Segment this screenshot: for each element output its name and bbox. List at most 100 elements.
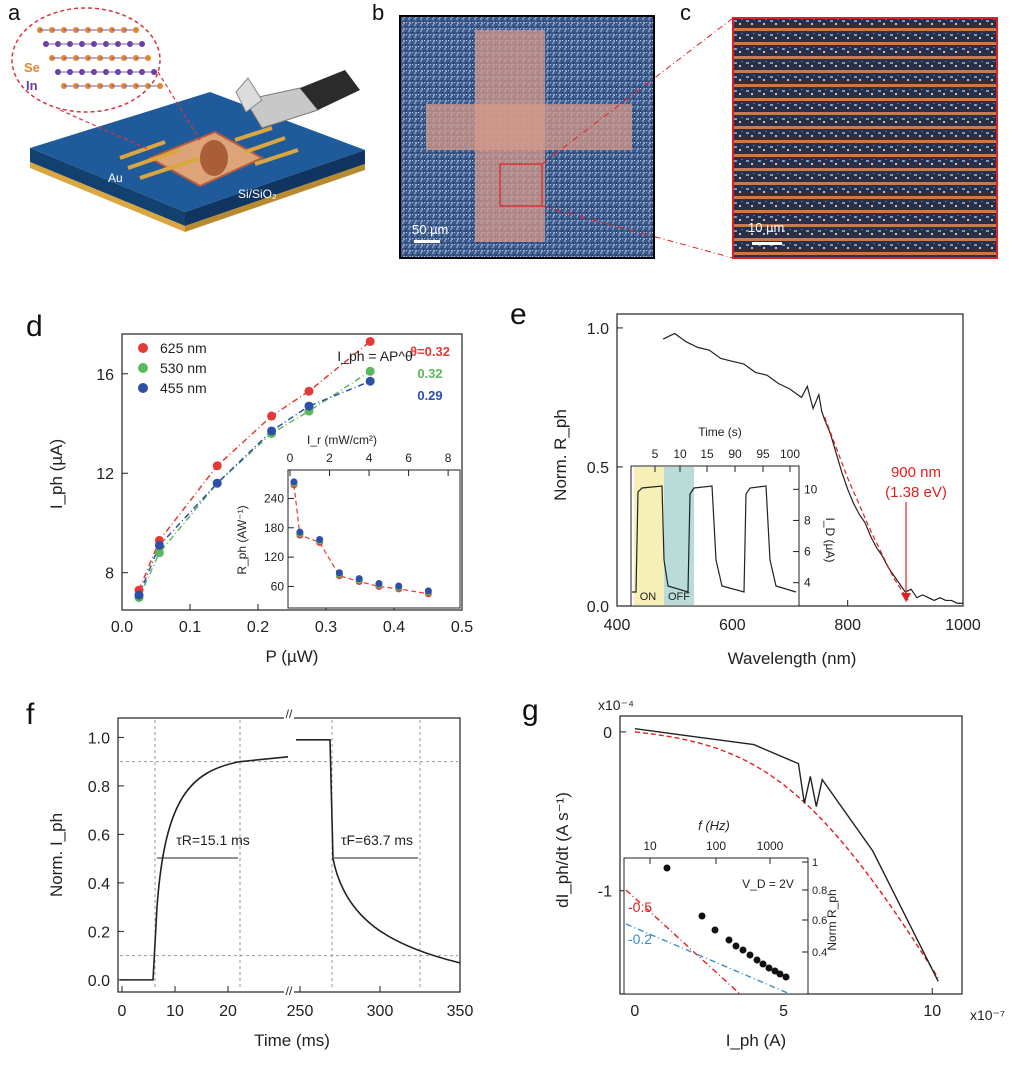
chart-g-inset-xtick-label: 10 <box>643 839 657 853</box>
chart-d-xtick-label: 0.4 <box>383 619 405 636</box>
chart-d-inset-xtick-label: 4 <box>366 451 373 465</box>
chart-g-inset-ytick-label: 1 <box>812 857 818 869</box>
chart-g-inset-point <box>782 973 790 981</box>
chart-d-xlabel: P (µW) <box>266 647 319 666</box>
chart-f-ylabel: Norm. I_ph <box>47 813 66 897</box>
chart-d-point <box>304 386 314 396</box>
au-label: Au <box>108 171 123 185</box>
chart-f-axis-break-bottom <box>284 986 294 996</box>
chart-d-inset-point <box>335 569 343 577</box>
chart-g-inset-ytick-label: 0.6 <box>812 915 827 927</box>
chart-d-legend-marker <box>138 383 148 393</box>
chart-d-frame <box>121 333 463 611</box>
in-label: In <box>26 78 38 93</box>
chart-g-inset-ytick-label: 0.8 <box>812 885 827 897</box>
chart-g-inset-point <box>753 956 761 964</box>
lattice-atom <box>139 41 145 47</box>
chart-d-point <box>134 590 144 600</box>
chart-e-xtick-label: 400 <box>604 617 631 634</box>
lattice-atom <box>151 69 157 75</box>
panel-letter-f: f <box>26 698 35 731</box>
chart-g-inset-point <box>698 912 706 920</box>
chart-e-spectrum-line <box>662 332 963 604</box>
chart-g-fit-line <box>634 731 939 979</box>
chart-g-inset-slope-blue <box>625 923 791 995</box>
chart-e-annotation-wavelength: 900 nm <box>891 464 941 481</box>
chart-d-legend-label: 530 nm <box>160 360 207 376</box>
chart-e-xtick-label: 600 <box>719 617 746 634</box>
chart-d-fit-625 nm <box>138 340 371 591</box>
chart-d: 0.0 0.1 0.2 0.3 0.4 0.5 8 12 16 625 nm θ=0.32 530 … <box>47 333 473 666</box>
scalebar-b-label: 50 µm <box>412 222 448 237</box>
chart-d-inset-ytick-label: 60 <box>271 579 285 593</box>
chart-d-inset-ytick-label: 180 <box>264 521 284 535</box>
chart-d-legend-marker <box>138 363 148 373</box>
chart-d-ytick-label: 8 <box>105 566 114 583</box>
chart-e-xlabel: Wavelength (nm) <box>728 649 857 668</box>
scalebar-c <box>752 242 782 245</box>
chart-g-inset-point <box>746 951 754 959</box>
chart-g-y-multiplier: x10⁻⁴ <box>598 697 634 713</box>
chart-d-inset-xtick-label: 2 <box>326 451 333 465</box>
chart-e-ytick-label: 0.0 <box>587 599 609 616</box>
chart-d-theta-label: 0.29 <box>417 388 442 403</box>
chart-g-xtick-label: 10 <box>923 1003 941 1020</box>
chart-d-point <box>304 401 314 411</box>
panel-letter-a: a <box>8 0 21 25</box>
lattice-atom <box>133 27 139 33</box>
chart-d-point <box>365 376 375 386</box>
chart-e-ylabel: Norm. R_ph <box>551 409 570 501</box>
chart-d-inset-ylabel: R_ph (AW⁻¹) <box>235 505 249 574</box>
chart-e-fit-line <box>824 416 909 601</box>
chart-f-axis-break-top-mark: // <box>286 707 293 721</box>
chart-g-xtick-label: 0 <box>630 1003 639 1020</box>
scalebar-b <box>414 240 440 243</box>
chart-d-point <box>365 336 375 346</box>
chart-f-ytick-label: 0.8 <box>88 779 110 796</box>
chart-f-xtick-label: 20 <box>219 1003 237 1020</box>
chart-g-xlabel: I_ph (A) <box>726 1031 786 1050</box>
panel-letter-d: d <box>26 310 43 343</box>
chart-d-inset-point <box>424 587 432 595</box>
chart-g-slope-blue: -0.2 <box>628 931 652 947</box>
chart-d-inset-xtick-label: 6 <box>405 451 412 465</box>
chart-e-inset-ytick-label: 10 <box>804 482 818 496</box>
chart-d-ytick-label: 12 <box>96 466 114 483</box>
chart-g-ytick-label: 0 <box>603 725 612 742</box>
chart-g-inset-point <box>776 970 784 978</box>
chart-d-inset-point <box>375 580 383 588</box>
chart-f-xtick-label: 0 <box>118 1003 127 1020</box>
lattice-atom <box>145 55 151 61</box>
chart-d-point <box>154 548 164 558</box>
chart-g-inset-point <box>711 926 719 934</box>
chart-e-ytick-label: 1.0 <box>587 321 609 338</box>
chart-d-legend-label: 625 nm <box>160 340 207 356</box>
lattice-atom <box>157 83 163 89</box>
chart-e-arrowhead <box>901 593 911 602</box>
chart-d-point <box>154 540 164 550</box>
chart-e-annotation-energy: (1.38 eV) <box>885 484 947 501</box>
chart-d-inset-xtick-label: 0 <box>287 451 294 465</box>
chart-g-data-line <box>634 728 939 982</box>
chart-e-inset-xtick-label: 95 <box>756 447 770 461</box>
chart-f-fall-curve <box>296 739 461 964</box>
chart-d-xtick-label: 0.2 <box>247 619 269 636</box>
substrate-label: Si/SiO₂ <box>238 187 277 201</box>
chart-g-inset-point <box>725 936 733 944</box>
chart-e-on-region <box>634 467 664 605</box>
chart-d-inset-point <box>296 528 304 536</box>
chart-e-inset-ylabel: I_D (µA) <box>823 518 837 563</box>
chart-e: 400 600 800 1000 0.0 0.5 1.0 Wavelength (nm) N… <box>551 313 981 668</box>
chart-f-ytick-label: 0.0 <box>88 973 110 990</box>
chart-g-inset-point <box>663 864 671 872</box>
chart-d-point <box>212 461 222 471</box>
chart-g-inset-point <box>765 964 773 972</box>
chart-f-xtick-label: 350 <box>447 1003 474 1020</box>
chart-d-inset-frame <box>287 469 461 609</box>
chart-f-xtick-label: 300 <box>367 1003 394 1020</box>
chart-d-xtick-label: 0.0 <box>111 619 133 636</box>
chart-f-axis-break-top <box>284 710 294 720</box>
chart-f-ytick-label: 0.6 <box>88 827 110 844</box>
chart-g-inset-xlabel: f (Hz) <box>698 818 730 833</box>
